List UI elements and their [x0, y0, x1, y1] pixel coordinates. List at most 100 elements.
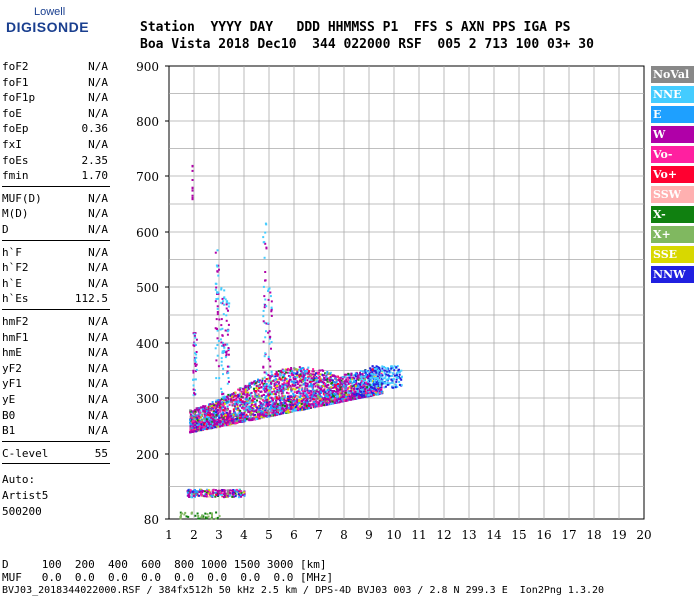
echo-point [224, 422, 227, 425]
echo-point [284, 384, 287, 387]
echo-point [292, 400, 295, 403]
echo-point [191, 414, 194, 417]
echo-point [224, 489, 227, 492]
echo-point [251, 418, 254, 421]
logo-lowell: Lowell [34, 6, 66, 18]
echo-point [228, 418, 231, 420]
echo-point [221, 327, 224, 330]
echo-point [223, 397, 226, 400]
echo-point [360, 393, 363, 396]
echo-point [340, 389, 343, 392]
echo-point [199, 425, 201, 428]
echo-point [192, 410, 195, 413]
echo-point [263, 371, 266, 374]
echo-point [237, 401, 240, 404]
echo-point [333, 383, 336, 386]
echo-point [193, 357, 196, 360]
echo-point [304, 399, 307, 402]
echo-point [225, 353, 228, 356]
echo-point [333, 381, 335, 384]
echo-point [263, 382, 266, 385]
echo-point [364, 390, 367, 393]
echo-point [274, 403, 277, 406]
echo-point [270, 371, 273, 374]
echo-point [364, 381, 367, 384]
echo-point [298, 391, 301, 394]
echo-point [246, 393, 249, 395]
echo-point [304, 376, 307, 379]
echo-point [336, 388, 339, 391]
echo-point [329, 371, 332, 374]
echo-point [216, 305, 219, 308]
echo-point [279, 374, 282, 377]
echo-point [247, 402, 250, 405]
echo-point [268, 342, 271, 345]
echo-point [295, 380, 298, 383]
echo-point [267, 393, 270, 396]
echo-point [238, 494, 241, 497]
echo-point [215, 511, 218, 514]
echo-point [336, 375, 339, 378]
echo-point [380, 374, 383, 377]
echo-point [359, 383, 362, 386]
echo-point [218, 423, 221, 426]
echo-point [278, 413, 281, 416]
echo-point [254, 395, 257, 398]
echo-point [359, 376, 362, 379]
echo-point [352, 379, 355, 382]
echo-point [289, 368, 291, 371]
echo-point [339, 397, 342, 400]
echo-point [264, 231, 267, 234]
echo-point [241, 401, 244, 403]
echo-point [333, 374, 335, 377]
echo-point [389, 371, 392, 374]
echo-point [328, 372, 330, 375]
echo-point [257, 394, 259, 397]
echo-point [205, 410, 208, 413]
echo-point [251, 401, 254, 404]
echo-point [254, 382, 257, 385]
echo-point [327, 390, 330, 393]
echo-point [216, 344, 219, 346]
echo-point [349, 382, 352, 385]
param-value: 2.35 [81, 153, 109, 167]
echo-point [324, 401, 327, 404]
echo-point [282, 383, 285, 386]
echo-point [248, 397, 251, 400]
echo-point [286, 404, 289, 407]
echo-point [207, 515, 210, 518]
echo-point [334, 401, 337, 404]
echo-point [211, 495, 214, 498]
echo-point [248, 387, 250, 390]
echo-point [230, 416, 233, 419]
echo-point [262, 383, 265, 386]
echo-point [377, 385, 380, 388]
x-tick-label: 6 [290, 528, 298, 542]
echo-point [369, 371, 371, 374]
echo-point [262, 365, 265, 368]
echo-point [280, 397, 283, 400]
echo-point [370, 372, 373, 375]
echo-point [341, 377, 344, 380]
echo-point [321, 369, 324, 372]
echo-point [237, 490, 240, 493]
echo-point [249, 401, 252, 404]
echo-point [299, 392, 302, 395]
echo-point [203, 421, 206, 424]
echo-point [203, 428, 206, 431]
echo-point [207, 495, 210, 498]
echo-point [343, 382, 346, 385]
param-name: h`F2 [2, 261, 29, 275]
echo-point [201, 418, 204, 421]
echo-point [245, 405, 248, 408]
echo-point [242, 401, 245, 404]
y-tick-label: 800 [136, 115, 159, 129]
echo-point [254, 393, 257, 396]
echo-point [274, 373, 277, 376]
echo-point [187, 515, 190, 518]
echo-point [364, 369, 367, 372]
echo-point [330, 377, 333, 380]
echo-point [253, 410, 256, 413]
echo-point [217, 365, 220, 368]
echo-point [353, 387, 355, 390]
